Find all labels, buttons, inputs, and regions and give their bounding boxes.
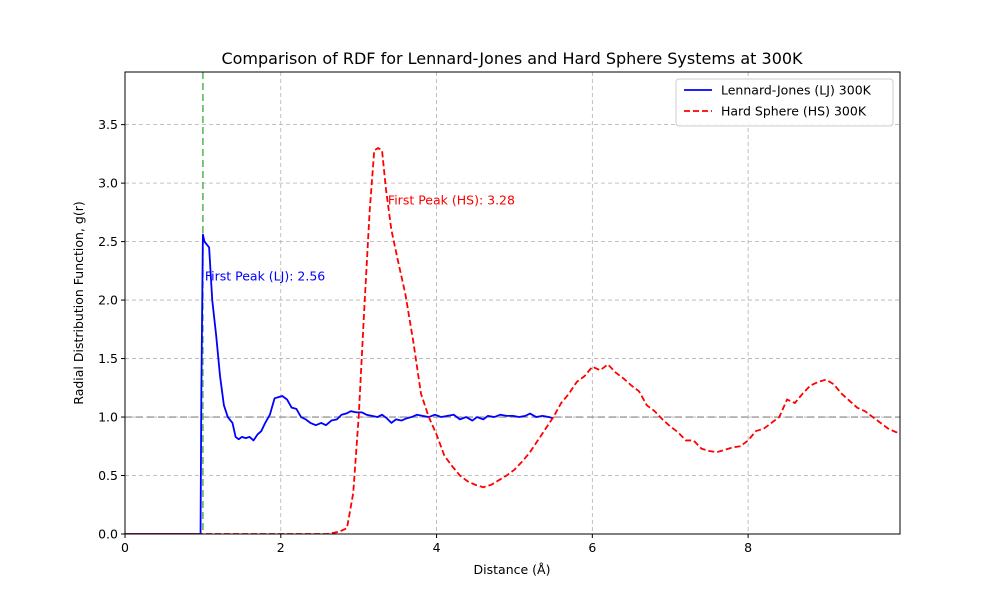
y-tick-label: 2.5	[98, 234, 118, 249]
chart-title: Comparison of RDF for Lennard-Jones and …	[221, 49, 803, 68]
y-tick-label: 0.0	[98, 527, 118, 542]
annotation-first-peak-lj: First Peak (LJ): 2.56	[205, 269, 325, 284]
axis-ticks: 0 2 4 6 8 0.0 0.5 1.0 1.5 2.0 2.5 3.0 3.5	[98, 117, 752, 555]
annotations: First Peak (LJ): 2.56 First Peak (HS): 3.…	[205, 193, 515, 284]
x-axis-label: Distance (Å)	[474, 562, 551, 577]
x-tick-label: 6	[588, 540, 596, 555]
legend-label-lj: Lennard-Jones (LJ) 300K	[721, 83, 872, 98]
x-tick-label: 8	[744, 540, 752, 555]
series-line-lj	[125, 233, 554, 534]
y-tick-label: 2.0	[98, 293, 118, 308]
legend-label-hs: Hard Sphere (HS) 300K	[721, 104, 867, 119]
y-tick-label: 3.0	[98, 176, 118, 191]
y-axis-label: Radial Distribution Function, g(r)	[71, 201, 86, 404]
legend-box	[675, 78, 894, 127]
y-tick-label: 3.5	[98, 117, 118, 132]
series-line-hs	[125, 147, 900, 534]
x-tick-label: 4	[433, 540, 441, 555]
series-lines	[125, 147, 900, 534]
y-tick-label: 1.5	[98, 351, 118, 366]
y-tick-label: 0.5	[98, 468, 118, 483]
legend: Lennard-Jones (LJ) 300K Hard Sphere (HS)…	[675, 78, 894, 127]
x-tick-label: 0	[121, 540, 129, 555]
annotation-first-peak-hs: First Peak (HS): 3.28	[388, 193, 515, 208]
plot-area	[125, 72, 900, 534]
x-tick-label: 2	[277, 540, 285, 555]
y-tick-label: 1.0	[98, 410, 118, 425]
plot-frame	[124, 71, 901, 535]
